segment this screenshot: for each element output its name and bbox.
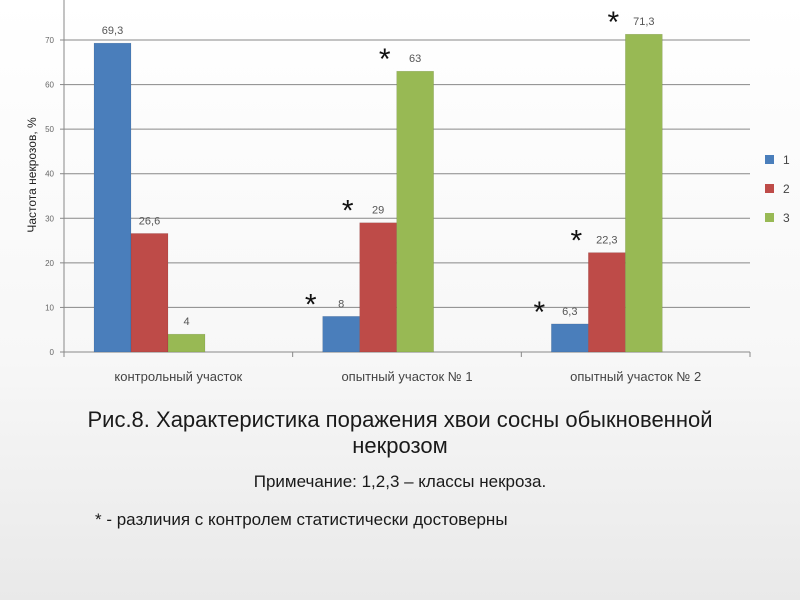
y-tick-label: 0 — [50, 348, 55, 357]
figure-caption: Рис.8. Характеристика поражения хвои сос… — [0, 407, 800, 459]
legend-label: 2 — [783, 182, 790, 196]
significance-asterisk: * — [342, 195, 354, 228]
bar — [322, 316, 360, 353]
legend-label: 3 — [783, 211, 790, 225]
bar-chart: 0 10 20 30 40 50 60 70 69,3 8 6,3 26,6 29 22,3 4 63 71,… — [25, 0, 790, 384]
bars — [93, 33, 663, 353]
significance-asterisk: * — [607, 6, 619, 39]
y-tick-label: 50 — [45, 125, 54, 134]
data-label: 22,3 — [596, 235, 617, 247]
data-label: 4 — [183, 316, 189, 328]
data-label: 71,3 — [633, 16, 654, 28]
data-label: 69,3 — [102, 25, 123, 37]
caption-title-line1: Рис.8. Характеристика поражения хвои сос… — [87, 407, 713, 432]
data-label: 8 — [338, 298, 344, 310]
significance-markers: * * * * * * — [305, 6, 620, 329]
x-axis-ticks: контрольный участок опытный участок № 1 оп… — [114, 369, 701, 384]
bar — [167, 333, 206, 353]
y-tick-label: 60 — [45, 81, 54, 90]
y-tick-label: 40 — [45, 170, 54, 179]
bar — [93, 42, 132, 353]
data-labels: 69,3 8 6,3 26,6 29 22,3 4 63 71,3 — [102, 16, 655, 328]
bar — [551, 323, 589, 353]
significance-asterisk: * — [533, 296, 545, 329]
legend-swatch — [765, 184, 774, 193]
caption-note: Примечание: 1,2,3 – классы некроза. — [0, 472, 800, 492]
data-label: 63 — [409, 53, 421, 65]
x-tick-label: контрольный участок — [114, 369, 242, 384]
data-label: 26,6 — [139, 215, 160, 227]
y-axis-label: Частота некрозов, % — [25, 117, 39, 233]
x-tick-label: опытный участок № 2 — [570, 369, 701, 384]
legend: 1 2 3 — [765, 153, 790, 225]
bar — [130, 233, 169, 353]
note-text: Примечание: 1,2,3 – классы некроза. — [253, 472, 547, 491]
legend-swatch — [765, 213, 774, 222]
significance-asterisk: * — [570, 225, 582, 258]
significance-note: * - различия с контролем статистически д… — [95, 510, 508, 529]
y-tick-label: 10 — [45, 303, 54, 312]
y-axis-ticks: 0 10 20 30 40 50 60 70 — [45, 36, 54, 357]
bar — [588, 252, 626, 353]
caption-title-line2: некрозом — [352, 433, 448, 458]
y-tick-label: 30 — [45, 214, 54, 223]
y-tick-label: 70 — [45, 36, 54, 45]
bar — [359, 222, 397, 353]
bar — [396, 70, 434, 353]
data-label: 6,3 — [562, 306, 577, 318]
significance-asterisk: * — [379, 43, 391, 76]
legend-swatch — [765, 155, 774, 164]
significance-asterisk: * — [305, 288, 317, 321]
bar — [625, 33, 663, 353]
legend-label: 1 — [783, 153, 790, 167]
x-tick-label: опытный участок № 1 — [341, 369, 472, 384]
y-tick-label: 20 — [45, 259, 54, 268]
data-label: 29 — [372, 205, 384, 217]
